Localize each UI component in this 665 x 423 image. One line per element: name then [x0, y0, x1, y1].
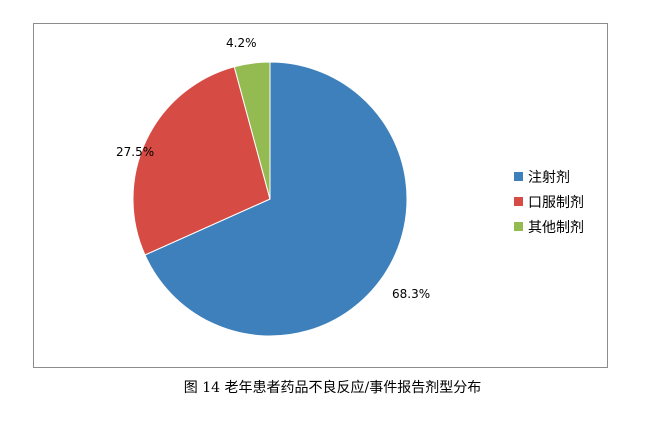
- legend-label: 其他制剂: [528, 219, 584, 236]
- legend-swatch: [514, 222, 523, 231]
- data-label: 27.5%: [116, 145, 154, 159]
- legend-label: 口服制剂: [528, 194, 584, 211]
- pie-slice: [132, 66, 271, 256]
- pie-chart: 68.3% 27.5% 4.2%: [116, 36, 430, 337]
- legend-item: 口服制剂: [514, 189, 584, 214]
- legend-item: 注射剂: [514, 164, 584, 189]
- pie-slice: [144, 61, 408, 337]
- legend-swatch: [514, 172, 523, 181]
- chart-area: 68.3% 27.5% 4.2% 注射剂 口服制剂 其他制剂: [33, 23, 608, 368]
- figure-caption: 图 14 老年患者药品不良反应/事件报告剂型分布: [183, 380, 482, 396]
- legend-swatch: [514, 197, 523, 206]
- legend: 注射剂 口服制剂 其他制剂: [514, 164, 584, 239]
- pie-slice: [233, 61, 271, 200]
- legend-label: 注射剂: [528, 169, 570, 186]
- data-label: 68.3%: [392, 287, 430, 301]
- data-label: 4.2%: [226, 36, 257, 50]
- legend-item: 其他制剂: [514, 214, 584, 239]
